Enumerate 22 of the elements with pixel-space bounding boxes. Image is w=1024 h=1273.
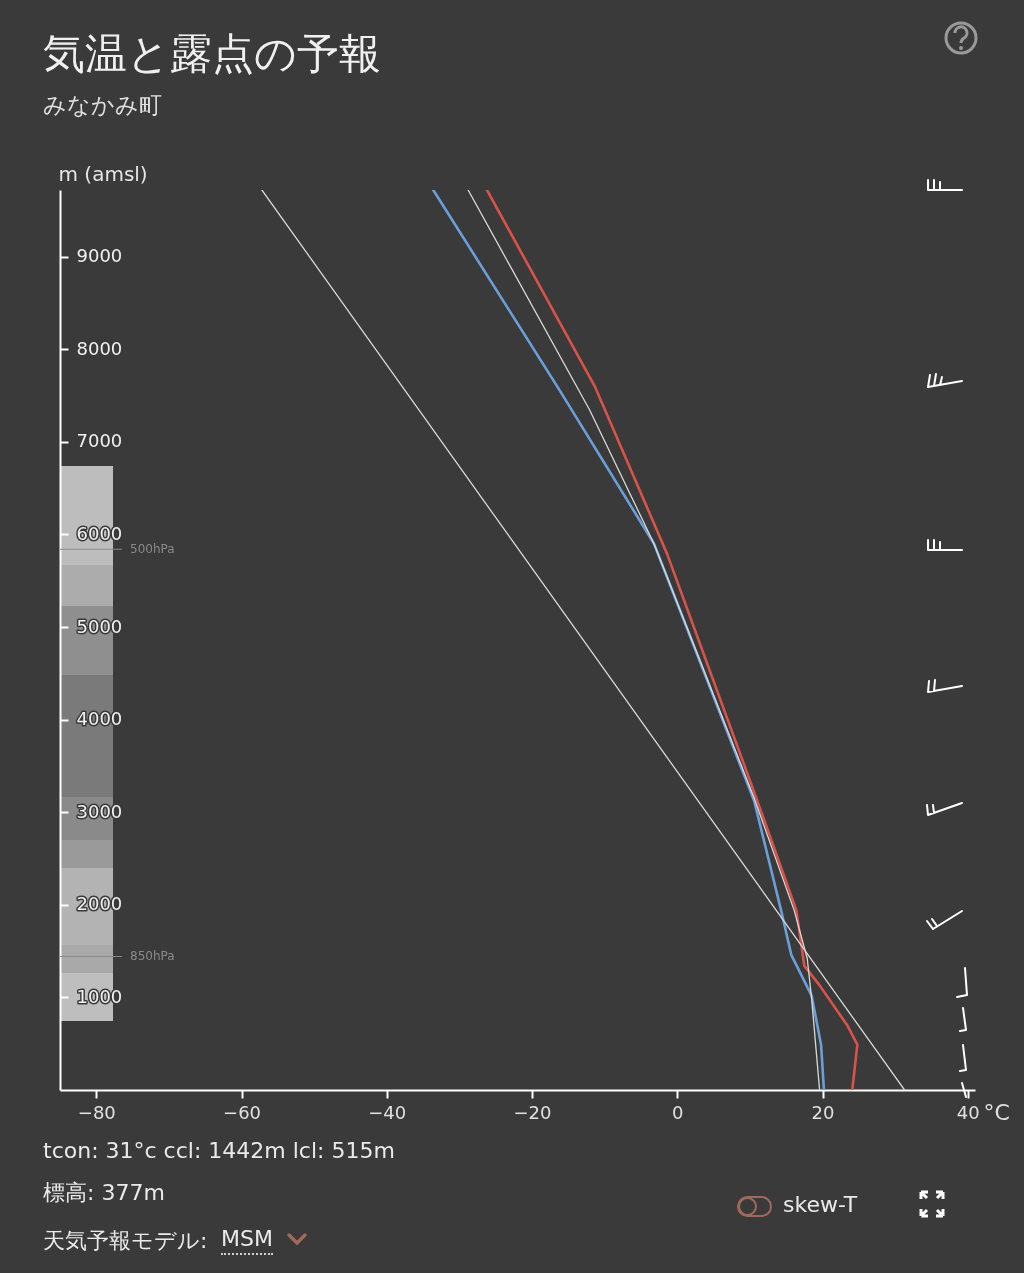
x-tick-label: −40 xyxy=(368,1101,407,1123)
x-axis-title: °C xyxy=(983,1099,1010,1125)
x-tick-label: 20 xyxy=(811,1101,835,1123)
y-tick-label: 8000 xyxy=(76,337,123,359)
ref-line-label: 500hPa xyxy=(130,542,175,557)
text: skew-T xyxy=(783,1192,858,1217)
y-tick-label: 4000 xyxy=(76,708,123,730)
text: 標高: 377m xyxy=(43,1179,165,1207)
y-axis-title: m (amsl) xyxy=(58,161,148,186)
ref-line-label: 850hPa xyxy=(130,949,175,964)
text: 天気予報モデル: xyxy=(43,1227,208,1255)
y-tick-label: 9000 xyxy=(76,245,123,267)
x-tick-label: −60 xyxy=(223,1101,262,1123)
x-tick-label: 40 xyxy=(956,1101,980,1123)
y-tick-label: 7000 xyxy=(76,430,123,452)
text: MSM xyxy=(221,1226,273,1255)
x-tick-label: 0 xyxy=(672,1101,684,1123)
chart-subtitle: みなかみ町 xyxy=(43,91,162,120)
x-tick-label: −80 xyxy=(77,1101,116,1123)
x-tick-label: −20 xyxy=(513,1101,552,1123)
chart-title: 気温と露点の予報 xyxy=(43,28,381,80)
text: tcon: 31°c ccl: 1442m lcl: 515m xyxy=(43,1138,395,1163)
